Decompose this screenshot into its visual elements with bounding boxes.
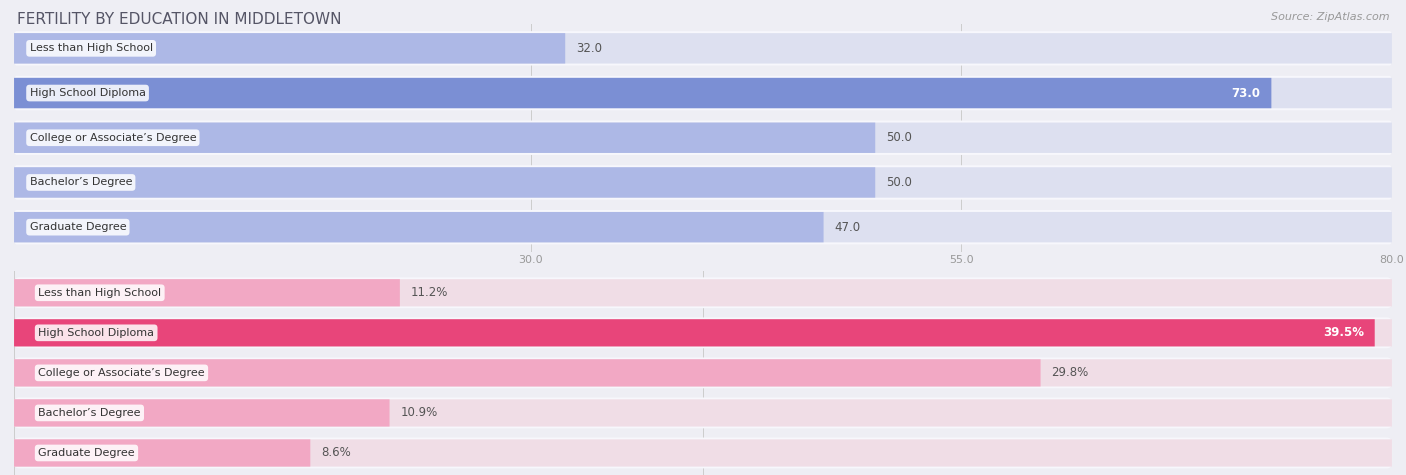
FancyBboxPatch shape	[14, 439, 311, 466]
FancyBboxPatch shape	[14, 33, 1392, 64]
Text: Less than High School: Less than High School	[30, 43, 153, 53]
FancyBboxPatch shape	[14, 210, 1392, 244]
FancyBboxPatch shape	[14, 279, 399, 306]
FancyBboxPatch shape	[14, 399, 389, 427]
Text: 47.0: 47.0	[835, 221, 860, 234]
Text: 39.5%: 39.5%	[1323, 326, 1364, 339]
FancyBboxPatch shape	[14, 121, 1392, 155]
Text: 10.9%: 10.9%	[401, 407, 437, 419]
Text: Bachelor’s Degree: Bachelor’s Degree	[38, 408, 141, 418]
FancyBboxPatch shape	[14, 76, 1392, 110]
FancyBboxPatch shape	[14, 165, 1392, 200]
FancyBboxPatch shape	[14, 123, 875, 153]
Text: High School Diploma: High School Diploma	[30, 88, 146, 98]
Text: 50.0: 50.0	[886, 131, 912, 144]
Text: Graduate Degree: Graduate Degree	[30, 222, 127, 232]
FancyBboxPatch shape	[14, 399, 1392, 427]
Text: 73.0: 73.0	[1232, 86, 1260, 100]
FancyBboxPatch shape	[14, 439, 1392, 466]
Text: 11.2%: 11.2%	[411, 286, 449, 299]
Text: High School Diploma: High School Diploma	[38, 328, 155, 338]
Text: 50.0: 50.0	[886, 176, 912, 189]
Text: 8.6%: 8.6%	[322, 446, 352, 459]
Text: Graduate Degree: Graduate Degree	[38, 448, 135, 458]
FancyBboxPatch shape	[14, 359, 1040, 387]
FancyBboxPatch shape	[14, 398, 1392, 428]
FancyBboxPatch shape	[14, 317, 1392, 348]
FancyBboxPatch shape	[14, 277, 1392, 308]
FancyBboxPatch shape	[14, 167, 875, 198]
FancyBboxPatch shape	[14, 319, 1392, 346]
FancyBboxPatch shape	[14, 78, 1271, 108]
Text: 29.8%: 29.8%	[1052, 366, 1088, 380]
Text: College or Associate’s Degree: College or Associate’s Degree	[30, 133, 197, 143]
FancyBboxPatch shape	[14, 212, 824, 242]
FancyBboxPatch shape	[14, 31, 1392, 66]
FancyBboxPatch shape	[14, 78, 1392, 108]
Text: 32.0: 32.0	[576, 42, 602, 55]
FancyBboxPatch shape	[14, 279, 1392, 306]
Text: Less than High School: Less than High School	[38, 288, 162, 298]
FancyBboxPatch shape	[14, 33, 565, 64]
FancyBboxPatch shape	[14, 358, 1392, 388]
FancyBboxPatch shape	[14, 437, 1392, 468]
Text: College or Associate’s Degree: College or Associate’s Degree	[38, 368, 205, 378]
FancyBboxPatch shape	[14, 319, 1375, 346]
Text: Bachelor’s Degree: Bachelor’s Degree	[30, 178, 132, 188]
Text: Source: ZipAtlas.com: Source: ZipAtlas.com	[1271, 12, 1389, 22]
FancyBboxPatch shape	[14, 359, 1392, 387]
Text: FERTILITY BY EDUCATION IN MIDDLETOWN: FERTILITY BY EDUCATION IN MIDDLETOWN	[17, 12, 342, 27]
FancyBboxPatch shape	[14, 212, 1392, 242]
FancyBboxPatch shape	[14, 123, 1392, 153]
FancyBboxPatch shape	[14, 167, 1392, 198]
